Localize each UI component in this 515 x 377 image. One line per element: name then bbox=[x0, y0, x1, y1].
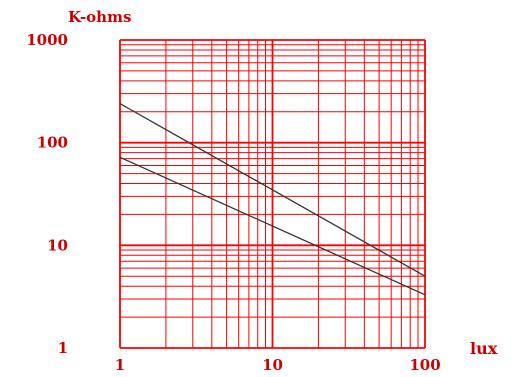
y-tick-label: 10 bbox=[47, 236, 68, 254]
x-tick-label: 10 bbox=[262, 356, 283, 374]
y-tick-label: 1 bbox=[58, 339, 68, 357]
grid bbox=[119, 39, 426, 349]
series-line-2 bbox=[119, 156, 426, 296]
tick-labels: 1 10 100 1 10 100 1000 bbox=[26, 31, 440, 374]
x-tick-label: 100 bbox=[409, 356, 440, 374]
x-tick-label: 1 bbox=[115, 356, 125, 374]
x-axis-label: lux bbox=[470, 339, 498, 358]
y-axis-label: K-ohms bbox=[68, 8, 131, 26]
series-layer bbox=[119, 103, 426, 296]
series-line-1 bbox=[119, 103, 426, 277]
y-tick-label: 100 bbox=[37, 134, 68, 152]
y-tick-label: 1000 bbox=[26, 31, 68, 49]
